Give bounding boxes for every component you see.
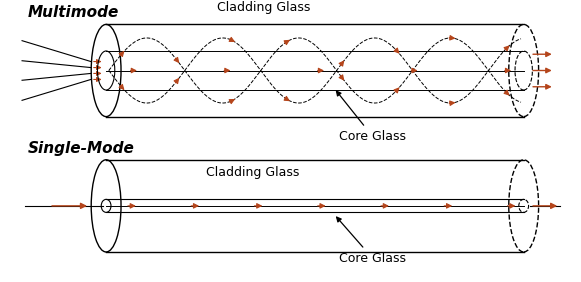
Text: Core Glass: Core Glass bbox=[336, 217, 406, 265]
Text: Single-Mode: Single-Mode bbox=[27, 141, 134, 156]
Text: Cladding Glass: Cladding Glass bbox=[206, 166, 299, 179]
Text: Cladding Glass: Cladding Glass bbox=[217, 1, 310, 14]
Text: Multimode: Multimode bbox=[27, 5, 119, 20]
Text: Core Glass: Core Glass bbox=[336, 91, 406, 143]
